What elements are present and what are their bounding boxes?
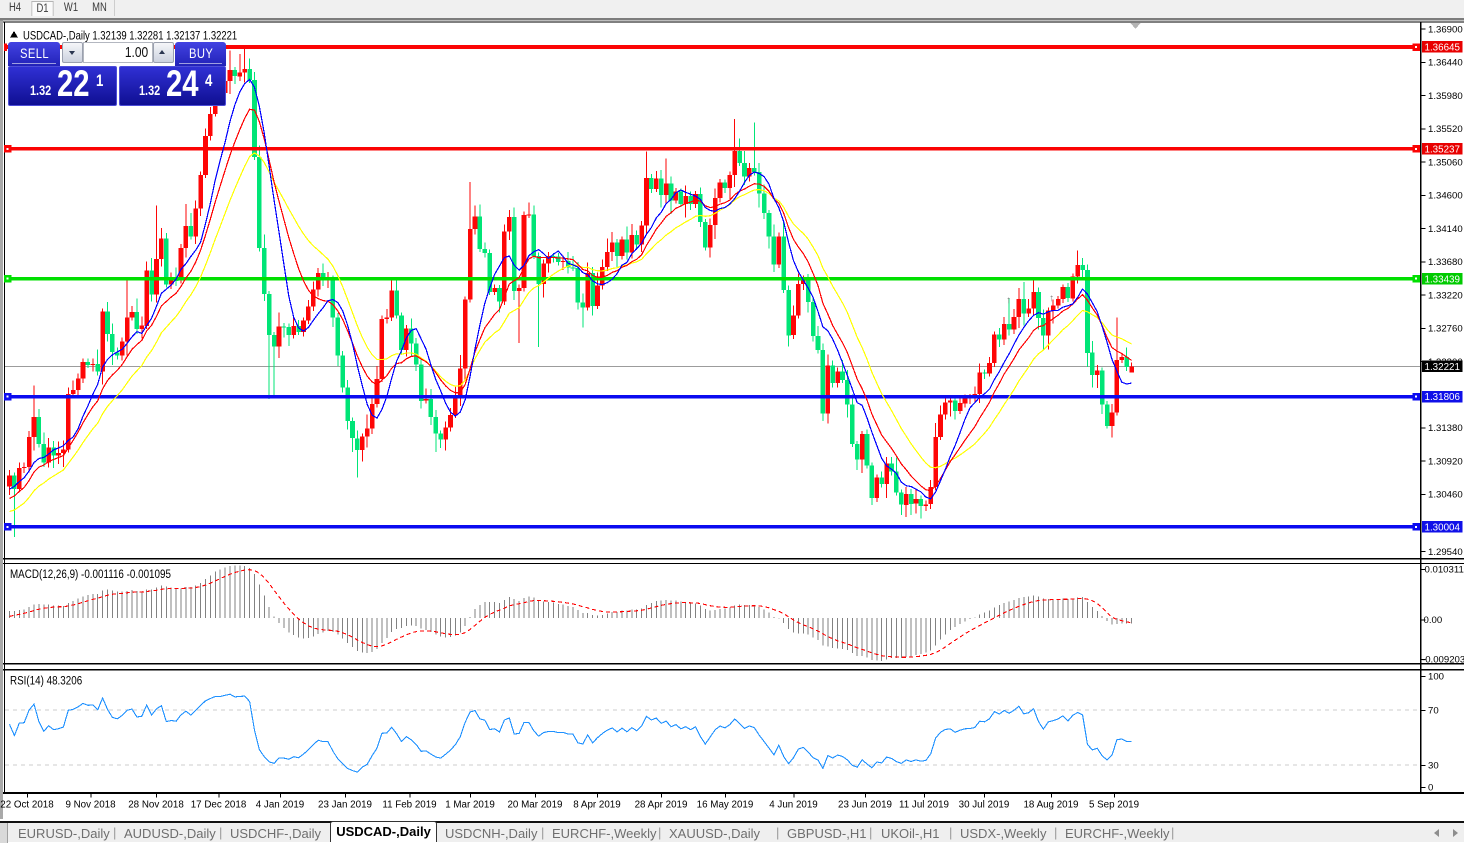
svg-text:1.34140: 1.34140 bbox=[1428, 224, 1463, 235]
svg-text:1.34600: 1.34600 bbox=[1428, 191, 1463, 202]
svg-text:MACD(12,26,9) -0.001116 -0.001: MACD(12,26,9) -0.001116 -0.001095 bbox=[10, 568, 171, 581]
svg-text:23 Jan 2019: 23 Jan 2019 bbox=[318, 800, 372, 811]
svg-text:1.30460: 1.30460 bbox=[1428, 490, 1463, 501]
svg-text:0.00: 0.00 bbox=[1424, 615, 1443, 626]
svg-text:1.35060: 1.35060 bbox=[1428, 157, 1463, 168]
svg-text:16 May 2019: 16 May 2019 bbox=[697, 800, 754, 811]
svg-text:1.36645: 1.36645 bbox=[1425, 43, 1461, 54]
svg-text:4 Jun 2019: 4 Jun 2019 bbox=[769, 800, 817, 811]
svg-text:11 Jul 2019: 11 Jul 2019 bbox=[899, 800, 949, 811]
svg-text:1.35520: 1.35520 bbox=[1428, 124, 1463, 135]
svg-text:4 Jan 2019: 4 Jan 2019 bbox=[256, 800, 304, 811]
svg-text:1.32760: 1.32760 bbox=[1428, 324, 1463, 335]
svg-text:11 Feb 2019: 11 Feb 2019 bbox=[382, 800, 436, 811]
svg-text:1.29540: 1.29540 bbox=[1428, 547, 1463, 558]
svg-text:22 Oct 2018: 22 Oct 2018 bbox=[0, 800, 54, 811]
svg-text:0: 0 bbox=[1428, 782, 1433, 793]
svg-text:1.33220: 1.33220 bbox=[1428, 290, 1463, 301]
svg-text:5 Sep 2019: 5 Sep 2019 bbox=[1089, 800, 1139, 811]
svg-text:8 Apr 2019: 8 Apr 2019 bbox=[573, 800, 620, 811]
svg-text:1.35980: 1.35980 bbox=[1428, 91, 1463, 102]
svg-text:18 Aug 2019: 18 Aug 2019 bbox=[1023, 800, 1078, 811]
svg-text:1.30920: 1.30920 bbox=[1428, 457, 1463, 468]
svg-text:1.36440: 1.36440 bbox=[1428, 58, 1463, 69]
svg-text:100: 100 bbox=[1428, 671, 1444, 682]
svg-text:1.33680: 1.33680 bbox=[1428, 257, 1463, 268]
svg-text:28 Nov 2018: 28 Nov 2018 bbox=[128, 800, 184, 811]
svg-text:30: 30 bbox=[1428, 760, 1439, 771]
svg-text:↑: ↑ bbox=[1049, 293, 1054, 304]
svg-text:20 Mar 2019: 20 Mar 2019 bbox=[507, 800, 562, 811]
svg-text:0.010311: 0.010311 bbox=[1425, 564, 1464, 575]
svg-text:70: 70 bbox=[1428, 705, 1439, 716]
svg-text:23 Jun 2019: 23 Jun 2019 bbox=[838, 800, 892, 811]
svg-text:28 Apr 2019: 28 Apr 2019 bbox=[635, 800, 688, 811]
svg-text:-0.009203: -0.009203 bbox=[1422, 654, 1464, 665]
svg-text:RSI(14) 48.3206: RSI(14) 48.3206 bbox=[10, 675, 82, 688]
svg-text:30 Jul 2019: 30 Jul 2019 bbox=[959, 800, 1010, 811]
svg-text:1 Mar 2019: 1 Mar 2019 bbox=[445, 800, 495, 811]
svg-text:1.30004: 1.30004 bbox=[1425, 522, 1461, 533]
svg-text:1.32221: 1.32221 bbox=[1425, 362, 1460, 373]
svg-text:1.33439: 1.33439 bbox=[1425, 274, 1460, 285]
svg-text:1.36900: 1.36900 bbox=[1428, 24, 1463, 35]
svg-text:USDCAD-,Daily 1.32139 1.32281: USDCAD-,Daily 1.32139 1.32281 1.32137 1.… bbox=[23, 30, 237, 43]
svg-text:9 Nov 2018: 9 Nov 2018 bbox=[65, 800, 116, 811]
svg-text:17 Dec 2018: 17 Dec 2018 bbox=[191, 800, 247, 811]
svg-text:↑: ↑ bbox=[1006, 295, 1011, 306]
svg-text:1.31380: 1.31380 bbox=[1428, 423, 1463, 434]
svg-text:1.35237: 1.35237 bbox=[1425, 144, 1460, 155]
svg-text:1.31806: 1.31806 bbox=[1425, 392, 1461, 403]
